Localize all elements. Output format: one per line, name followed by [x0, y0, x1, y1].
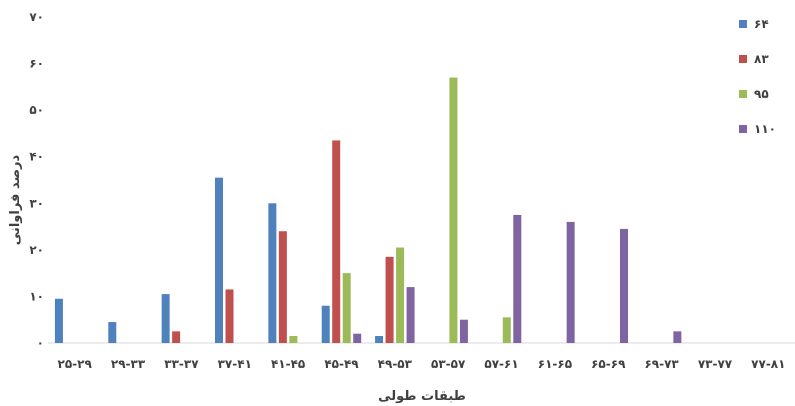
x-tick-label: ۲۵-۲۹ — [58, 357, 93, 371]
x-tick-label: ۵۷-۶۱ — [484, 357, 518, 371]
bar — [342, 273, 351, 343]
y-axis-ticks: ۰ ۱۰ ۲۰ ۳۰ ۴۰ ۵۰ ۶۰ ۷۰ — [29, 10, 44, 350]
y-tick-label: ۷۰ — [29, 10, 44, 24]
legend-swatch — [739, 55, 747, 63]
x-tick-label: ۴۱-۴۵ — [271, 357, 305, 371]
y-tick-label: ۳۰ — [29, 196, 44, 210]
bar — [459, 319, 468, 343]
y-tick-label: ۱۰ — [29, 289, 44, 303]
x-tick-label: ۳۳-۳۷ — [164, 357, 199, 371]
x-tick-label: ۶۱-۶۵ — [538, 357, 572, 371]
bar — [375, 336, 384, 343]
legend-label: ۱۱۰ — [754, 122, 776, 136]
bar — [215, 177, 223, 343]
x-tick-label: ۷۷-۸۱ — [751, 357, 785, 371]
y-tick-label: ۶۰ — [29, 57, 44, 71]
x-tick-label: ۴۹-۵۳ — [378, 357, 413, 371]
bar — [673, 331, 682, 343]
x-tick-label: ۳۷-۴۱ — [218, 357, 252, 371]
bar — [502, 317, 511, 343]
x-tick-label: ۴۵-۴۹ — [324, 357, 359, 371]
legend-swatch — [739, 125, 747, 133]
bar — [268, 203, 277, 343]
legend-label: ۸۳ — [754, 52, 769, 66]
bar — [449, 77, 458, 344]
bar — [385, 256, 394, 343]
y-axis-title: درصد فراوانی — [8, 154, 23, 245]
bar — [225, 289, 234, 343]
bar — [172, 331, 181, 343]
bar — [161, 294, 170, 343]
y-tick-label: ۰ — [37, 336, 44, 350]
legend-swatch — [739, 90, 747, 98]
x-axis-ticks: ۲۵-۲۹ ۲۹-۳۳ ۳۳-۳۷ ۳۷-۴۱ ۴۱-۴۵ ۴۵-۴۹ ۴۹-۵۳ ۵۳-۵۷… — [58, 357, 786, 371]
legend-label: ۶۴ — [754, 17, 769, 31]
bar — [406, 287, 415, 343]
x-tick-label: ۶۵-۶۹ — [591, 357, 626, 371]
y-tick-label: ۴۰ — [29, 150, 44, 164]
legend-label: ۹۵ — [754, 87, 769, 101]
legend: ۶۴ ۸۳ ۹۵ ۱۱۰ — [739, 17, 776, 136]
y-tick-label: ۵۰ — [29, 103, 44, 117]
bar — [620, 228, 628, 343]
bar — [108, 322, 117, 343]
bar — [289, 336, 298, 343]
bar — [278, 231, 287, 343]
x-tick-label: ۲۹-۳۳ — [111, 357, 146, 371]
bar — [513, 214, 522, 343]
legend-swatch — [739, 20, 747, 28]
x-tick-label: ۶۹-۷۳ — [644, 357, 679, 371]
bar — [396, 247, 405, 343]
bar — [353, 333, 362, 343]
bar — [54, 298, 63, 343]
x-tick-label: ۷۳-۷۷ — [698, 357, 733, 371]
bar — [321, 305, 330, 343]
bar — [332, 140, 341, 343]
bars — [54, 77, 682, 344]
y-tick-label: ۲۰ — [29, 243, 44, 257]
x-axis-title: طبقات طولی — [378, 389, 466, 404]
bar — [566, 221, 575, 343]
x-tick-label: ۵۳-۵۷ — [431, 357, 466, 371]
